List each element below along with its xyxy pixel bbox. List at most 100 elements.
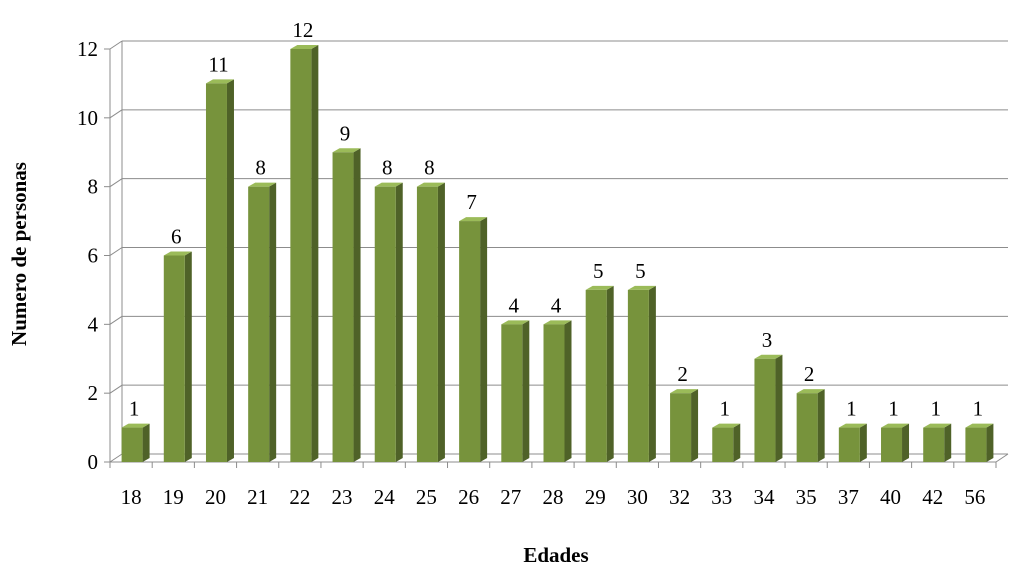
bar-side <box>395 182 403 462</box>
bar-side <box>226 79 234 463</box>
x-tick-label: 26 <box>458 485 479 509</box>
bar-front <box>796 393 818 462</box>
bar-front <box>585 289 607 462</box>
bar-top <box>585 285 614 290</box>
bar-front <box>881 427 903 462</box>
bar-front <box>332 152 354 462</box>
bar-front <box>501 324 523 462</box>
bar-side <box>522 320 530 462</box>
bar-top <box>627 285 656 290</box>
bar-side <box>269 182 277 462</box>
bar-top <box>121 423 150 428</box>
bar-front <box>670 393 692 462</box>
bar-side <box>902 423 910 462</box>
bar-top <box>205 79 234 84</box>
bar <box>205 79 234 463</box>
x-tick-label: 23 <box>332 485 353 509</box>
bar <box>965 423 994 462</box>
y-tick-label: 12 <box>77 37 98 61</box>
bar-front <box>712 427 734 462</box>
bar-top <box>712 423 741 428</box>
data-label: 11 <box>208 52 228 76</box>
bar-top <box>881 423 910 428</box>
x-tick-label: 28 <box>543 485 564 509</box>
bar-top <box>332 148 361 153</box>
data-label: 1 <box>888 397 899 421</box>
bar-side <box>733 423 741 462</box>
bar-front <box>838 427 860 462</box>
data-label: 4 <box>509 293 520 317</box>
x-tick-label: 56 <box>964 485 985 509</box>
bar <box>838 423 867 462</box>
bar-side <box>184 251 192 462</box>
data-label: 2 <box>677 362 688 386</box>
data-label: 2 <box>804 362 815 386</box>
bar-top <box>416 182 445 187</box>
bar-side <box>859 423 867 462</box>
bar-front <box>374 186 396 462</box>
x-tick-label: 25 <box>416 485 437 509</box>
bar <box>163 251 192 462</box>
bar-side <box>944 423 952 462</box>
x-axis-title: Edades <box>523 543 588 567</box>
x-tick-label: 24 <box>374 485 396 509</box>
bar-side <box>775 354 783 462</box>
x-axis-ticks: 18 19 20 21 22 23 24 25 26 27 28 29 30 32 33 34 35 37 40 42… <box>121 485 986 509</box>
y-tick-label: 6 <box>88 244 99 268</box>
data-label: 12 <box>292 18 313 42</box>
x-tick-label: 34 <box>753 485 775 509</box>
x-tick-label: 37 <box>838 485 859 509</box>
bar-front <box>163 255 185 462</box>
gridline-depth <box>109 109 123 119</box>
bar-front <box>754 358 776 462</box>
x-tick-label: 19 <box>163 485 184 509</box>
bar-top <box>543 320 572 325</box>
data-label: 1 <box>846 397 857 421</box>
bar-front <box>416 186 438 462</box>
bar-side <box>986 423 994 462</box>
x-tick-label: 33 <box>711 485 732 509</box>
data-label: 1 <box>720 397 731 421</box>
gridline-depth <box>109 453 123 463</box>
bar-top <box>501 320 530 325</box>
x-tick-label: 29 <box>585 485 606 509</box>
x-tick-label: 21 <box>247 485 268 509</box>
bar <box>248 182 277 462</box>
x-tick-label: 30 <box>627 485 648 509</box>
bar <box>754 354 783 462</box>
y-tick-label: 10 <box>77 106 98 130</box>
bar-front <box>627 289 649 462</box>
bar-side <box>437 182 445 462</box>
bar <box>416 182 445 462</box>
bar-top <box>459 217 488 222</box>
bar-top <box>163 251 192 256</box>
y-axis-title: Numero de personas <box>7 162 31 346</box>
bar <box>501 320 530 462</box>
bar <box>670 389 699 462</box>
y-tick-label: 8 <box>88 175 99 199</box>
bar-front <box>290 49 312 462</box>
x-tick-label: 18 <box>121 485 142 509</box>
floor-edge <box>995 453 1009 463</box>
gridline-depth <box>109 315 123 325</box>
bar-front <box>205 83 227 463</box>
data-label: 8 <box>382 156 393 180</box>
gridline-depth <box>109 40 123 50</box>
bar <box>796 389 825 462</box>
data-label: 1 <box>129 397 140 421</box>
bar <box>881 423 910 462</box>
x-tick-label: 42 <box>922 485 943 509</box>
x-tick-label: 27 <box>500 485 521 509</box>
data-label: 1 <box>973 397 984 421</box>
bar-side <box>817 389 825 462</box>
bar <box>121 423 150 462</box>
y-axis-ticks: 0 2 4 6 8 10 12 <box>77 37 99 474</box>
bar <box>923 423 952 462</box>
bar-side <box>142 423 150 462</box>
bar <box>627 285 656 462</box>
bar-top <box>923 423 952 428</box>
data-label: 9 <box>340 121 351 145</box>
bar-front <box>121 427 143 462</box>
